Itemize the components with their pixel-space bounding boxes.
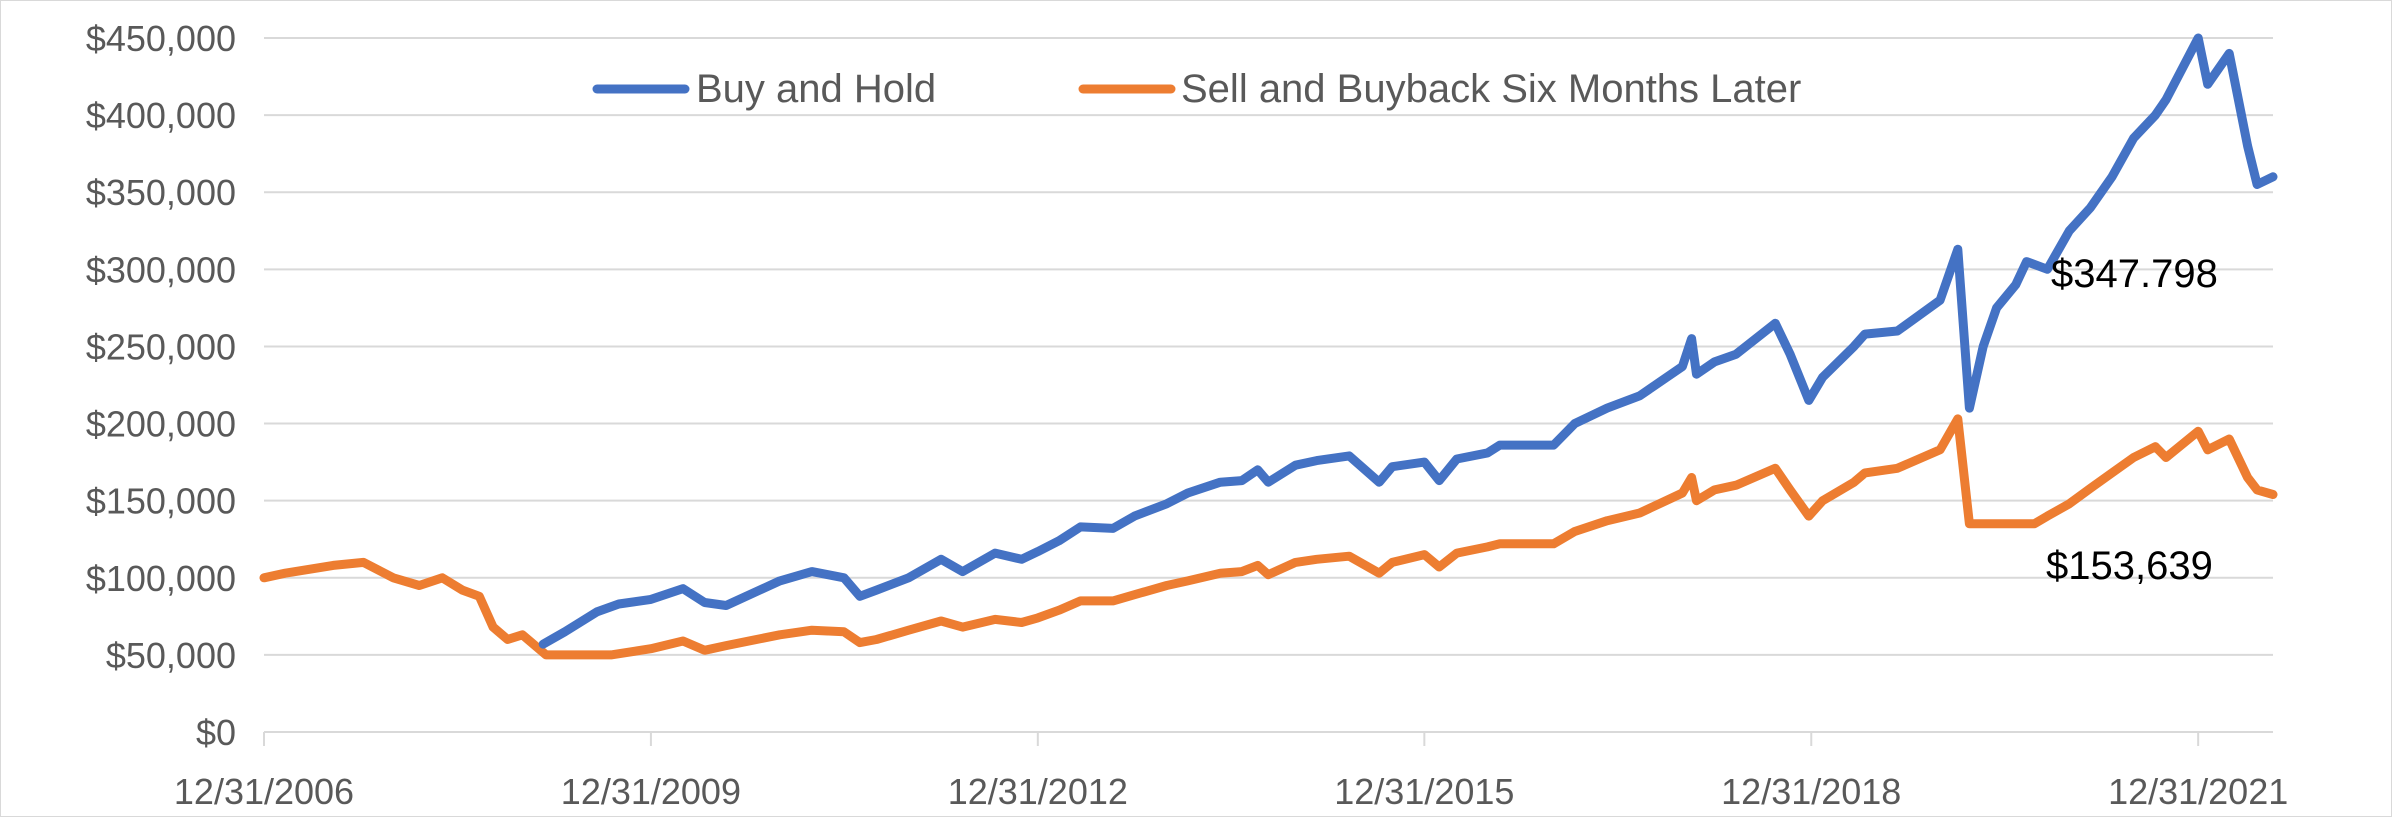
axes: $0 $50,000 $100,000 $150,000 $200,000 $250,00… bbox=[86, 18, 2288, 812]
x-tick-label: 12/31/2018 bbox=[1721, 771, 1901, 812]
series-line-buy-and-hold bbox=[538, 33, 2278, 649]
legend-label-buy-and-hold: Buy and Hold bbox=[696, 67, 936, 111]
legend-label-sell-and-buyback-six-months-later: Sell and Buyback Six Months Later bbox=[1181, 67, 1801, 111]
x-tick-label: 12/31/2012 bbox=[948, 771, 1128, 812]
x-tick-label: 12/31/2006 bbox=[174, 771, 354, 812]
y-tick-label: $350,000 bbox=[86, 172, 236, 213]
x-tick-label: 12/31/2021 bbox=[2108, 771, 2288, 812]
series-lines bbox=[259, 33, 2278, 660]
x-tick-label: 12/31/2015 bbox=[1334, 771, 1514, 812]
y-tick-label: $0 bbox=[196, 712, 236, 753]
y-tick-label: $400,000 bbox=[86, 95, 236, 136]
annotations: $347.798 $153,639 bbox=[2046, 252, 2218, 588]
y-tick-label: $450,000 bbox=[86, 18, 236, 59]
y-tick-label: $150,000 bbox=[86, 481, 236, 522]
gridlines bbox=[264, 37, 2273, 656]
y-tick-label: $250,000 bbox=[86, 326, 236, 367]
y-tick-label: $300,000 bbox=[86, 249, 236, 290]
series-line-sell-and-buyback-six-months-later bbox=[259, 414, 2278, 660]
end-value-label: $347.798 bbox=[2051, 252, 2218, 296]
legend: Buy and Hold Sell and Buyback Six Months … bbox=[592, 67, 1801, 111]
y-tick-label: $200,000 bbox=[86, 404, 236, 445]
y-tick-label: $50,000 bbox=[106, 635, 236, 676]
y-tick-label: $100,000 bbox=[86, 558, 236, 599]
x-tick-label: 12/31/2009 bbox=[561, 771, 741, 812]
end-value-label: $153,639 bbox=[2046, 544, 2213, 588]
